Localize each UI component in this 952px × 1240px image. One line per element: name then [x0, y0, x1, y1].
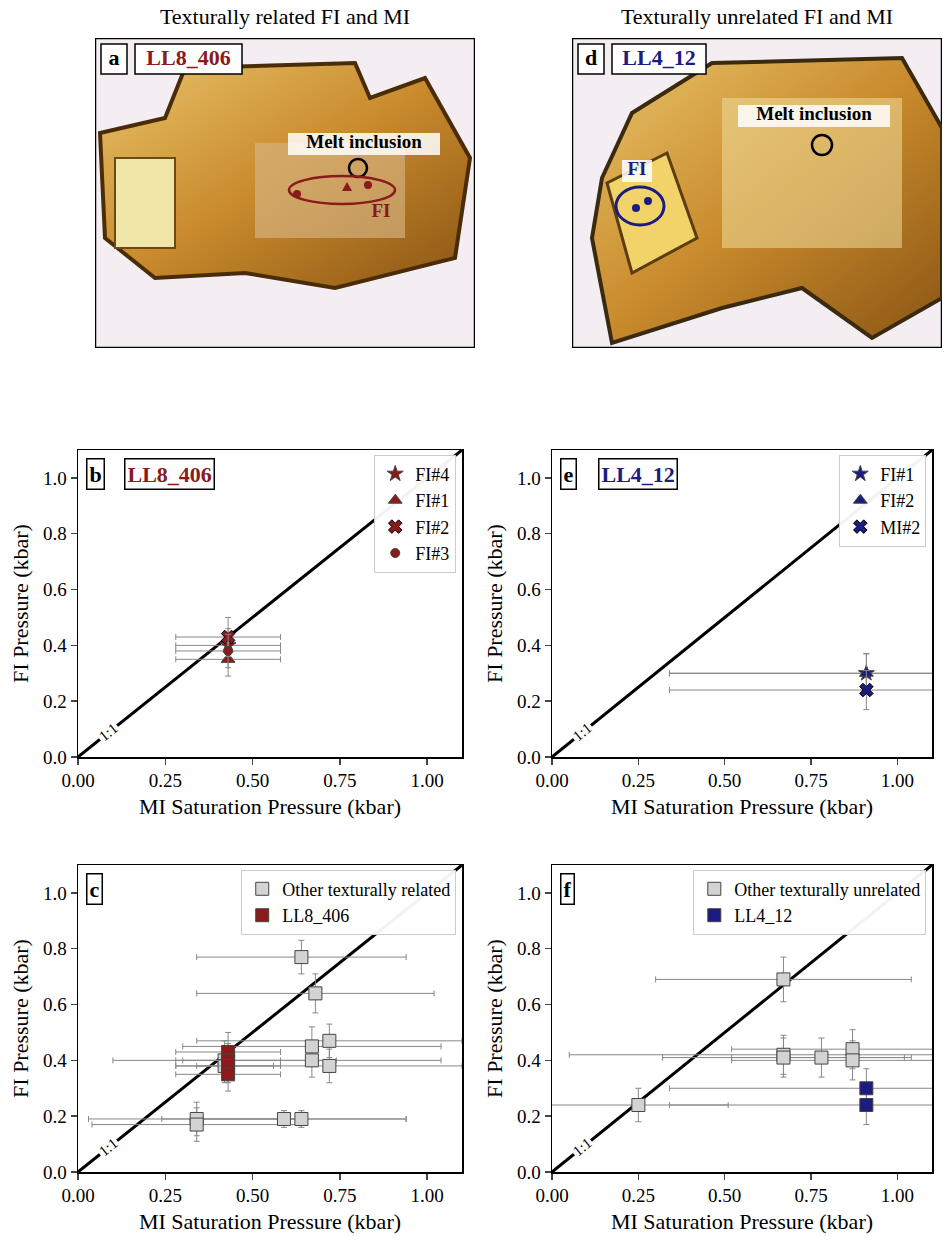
- svg-text:MI Saturation Pressure (kbar): MI Saturation Pressure (kbar): [139, 1209, 401, 1234]
- svg-text:e: e: [564, 462, 574, 487]
- svg-text:0.00: 0.00: [61, 1185, 94, 1206]
- svg-text:0.2: 0.2: [43, 691, 67, 712]
- svg-text:0.8: 0.8: [43, 523, 67, 544]
- svg-text:0.2: 0.2: [517, 691, 541, 712]
- svg-text:MI Saturation Pressure (kbar): MI Saturation Pressure (kbar): [611, 794, 873, 819]
- svg-text:0.6: 0.6: [517, 579, 541, 600]
- svg-text:0.75: 0.75: [794, 770, 827, 791]
- svg-text:LL4_12: LL4_12: [602, 462, 675, 487]
- svg-text:FI#1: FI#1: [880, 465, 914, 485]
- svg-text:0.4: 0.4: [43, 635, 67, 656]
- svg-text:1.0: 1.0: [517, 468, 541, 489]
- svg-text:0.0: 0.0: [43, 1162, 67, 1183]
- svg-text:FI Pressure (kbar): FI Pressure (kbar): [8, 939, 33, 1098]
- svg-text:0.50: 0.50: [236, 1185, 269, 1206]
- svg-text:FI Pressure (kbar): FI Pressure (kbar): [8, 524, 33, 683]
- svg-text:Melt inclusion: Melt inclusion: [306, 131, 422, 152]
- svg-text:LL8_406: LL8_406: [282, 906, 349, 926]
- svg-text:0.00: 0.00: [535, 770, 568, 791]
- svg-text:1.00: 1.00: [881, 770, 914, 791]
- svg-text:b: b: [90, 462, 102, 487]
- svg-text:MI Saturation Pressure (kbar): MI Saturation Pressure (kbar): [139, 794, 401, 819]
- svg-text:f: f: [564, 877, 572, 902]
- svg-text:1.0: 1.0: [43, 468, 67, 489]
- svg-text:0.00: 0.00: [535, 1185, 568, 1206]
- svg-text:FI#1: FI#1: [415, 491, 449, 511]
- svg-text:0.4: 0.4: [43, 1050, 67, 1071]
- svg-text:0.4: 0.4: [517, 635, 541, 656]
- svg-text:c: c: [90, 877, 100, 902]
- svg-text:LL8_406: LL8_406: [146, 45, 230, 70]
- svg-text:0.8: 0.8: [517, 938, 541, 959]
- svg-text:1.00: 1.00: [881, 1185, 914, 1206]
- svg-text:Melt inclusion: Melt inclusion: [756, 103, 872, 124]
- svg-text:FI: FI: [628, 158, 647, 179]
- svg-text:0.75: 0.75: [794, 1185, 827, 1206]
- svg-text:0.2: 0.2: [517, 1106, 541, 1127]
- svg-text:a: a: [109, 45, 120, 70]
- svg-text:1.0: 1.0: [43, 883, 67, 904]
- svg-text:0.4: 0.4: [517, 1050, 541, 1071]
- svg-text:0.6: 0.6: [43, 579, 67, 600]
- svg-text:0.25: 0.25: [149, 770, 182, 791]
- svg-text:0.75: 0.75: [323, 770, 356, 791]
- svg-text:1:1: 1:1: [96, 720, 121, 744]
- svg-text:0.50: 0.50: [708, 770, 741, 791]
- svg-text:0.25: 0.25: [149, 1185, 182, 1206]
- svg-text:0.6: 0.6: [43, 994, 67, 1015]
- svg-text:0.25: 0.25: [622, 770, 655, 791]
- svg-text:0.0: 0.0: [517, 1162, 541, 1183]
- svg-text:LL8_406: LL8_406: [128, 462, 212, 487]
- svg-text:FI#3: FI#3: [415, 544, 449, 564]
- svg-text:0.0: 0.0: [43, 747, 67, 768]
- svg-text:0.75: 0.75: [323, 1185, 356, 1206]
- svg-text:FI Pressure (kbar): FI Pressure (kbar): [482, 939, 507, 1098]
- svg-text:d: d: [585, 45, 597, 70]
- svg-text:MI#2: MI#2: [880, 518, 920, 538]
- html-text:Texturally related FI and MI: Texturally related FI and MI: [159, 4, 411, 29]
- svg-text:1.00: 1.00: [410, 1185, 443, 1206]
- svg-text:1:1: 1:1: [96, 1135, 121, 1159]
- svg-text:0.2: 0.2: [43, 1106, 67, 1127]
- svg-text:MI Saturation Pressure (kbar): MI Saturation Pressure (kbar): [611, 1209, 873, 1234]
- svg-text:0.0: 0.0: [517, 747, 541, 768]
- svg-text:0.50: 0.50: [236, 770, 269, 791]
- svg-text:FI Pressure (kbar): FI Pressure (kbar): [482, 524, 507, 683]
- svg-text:LL4_12: LL4_12: [734, 906, 792, 926]
- svg-text:FI#2: FI#2: [880, 491, 914, 511]
- svg-text:FI#2: FI#2: [415, 518, 449, 538]
- svg-text:0.50: 0.50: [708, 1185, 741, 1206]
- svg-text:0.25: 0.25: [622, 1185, 655, 1206]
- svg-text:1.00: 1.00: [410, 770, 443, 791]
- svg-text:0.6: 0.6: [517, 994, 541, 1015]
- svg-text:Other texturally related: Other texturally related: [282, 880, 450, 900]
- svg-text:0.00: 0.00: [61, 770, 94, 791]
- svg-text:0.8: 0.8: [517, 523, 541, 544]
- svg-text:FI#4: FI#4: [415, 465, 449, 485]
- svg-text:0.8: 0.8: [43, 938, 67, 959]
- svg-text:1:1: 1:1: [570, 1135, 595, 1159]
- svg-text:Other texturally unrelated: Other texturally unrelated: [734, 880, 920, 900]
- svg-text:1.0: 1.0: [517, 883, 541, 904]
- html-text:Texturally unrelated FI and MI: Texturally unrelated FI and MI: [620, 4, 894, 29]
- svg-text:LL4_12: LL4_12: [622, 45, 695, 70]
- svg-text:1:1: 1:1: [570, 720, 595, 744]
- svg-text:FI: FI: [372, 200, 391, 221]
